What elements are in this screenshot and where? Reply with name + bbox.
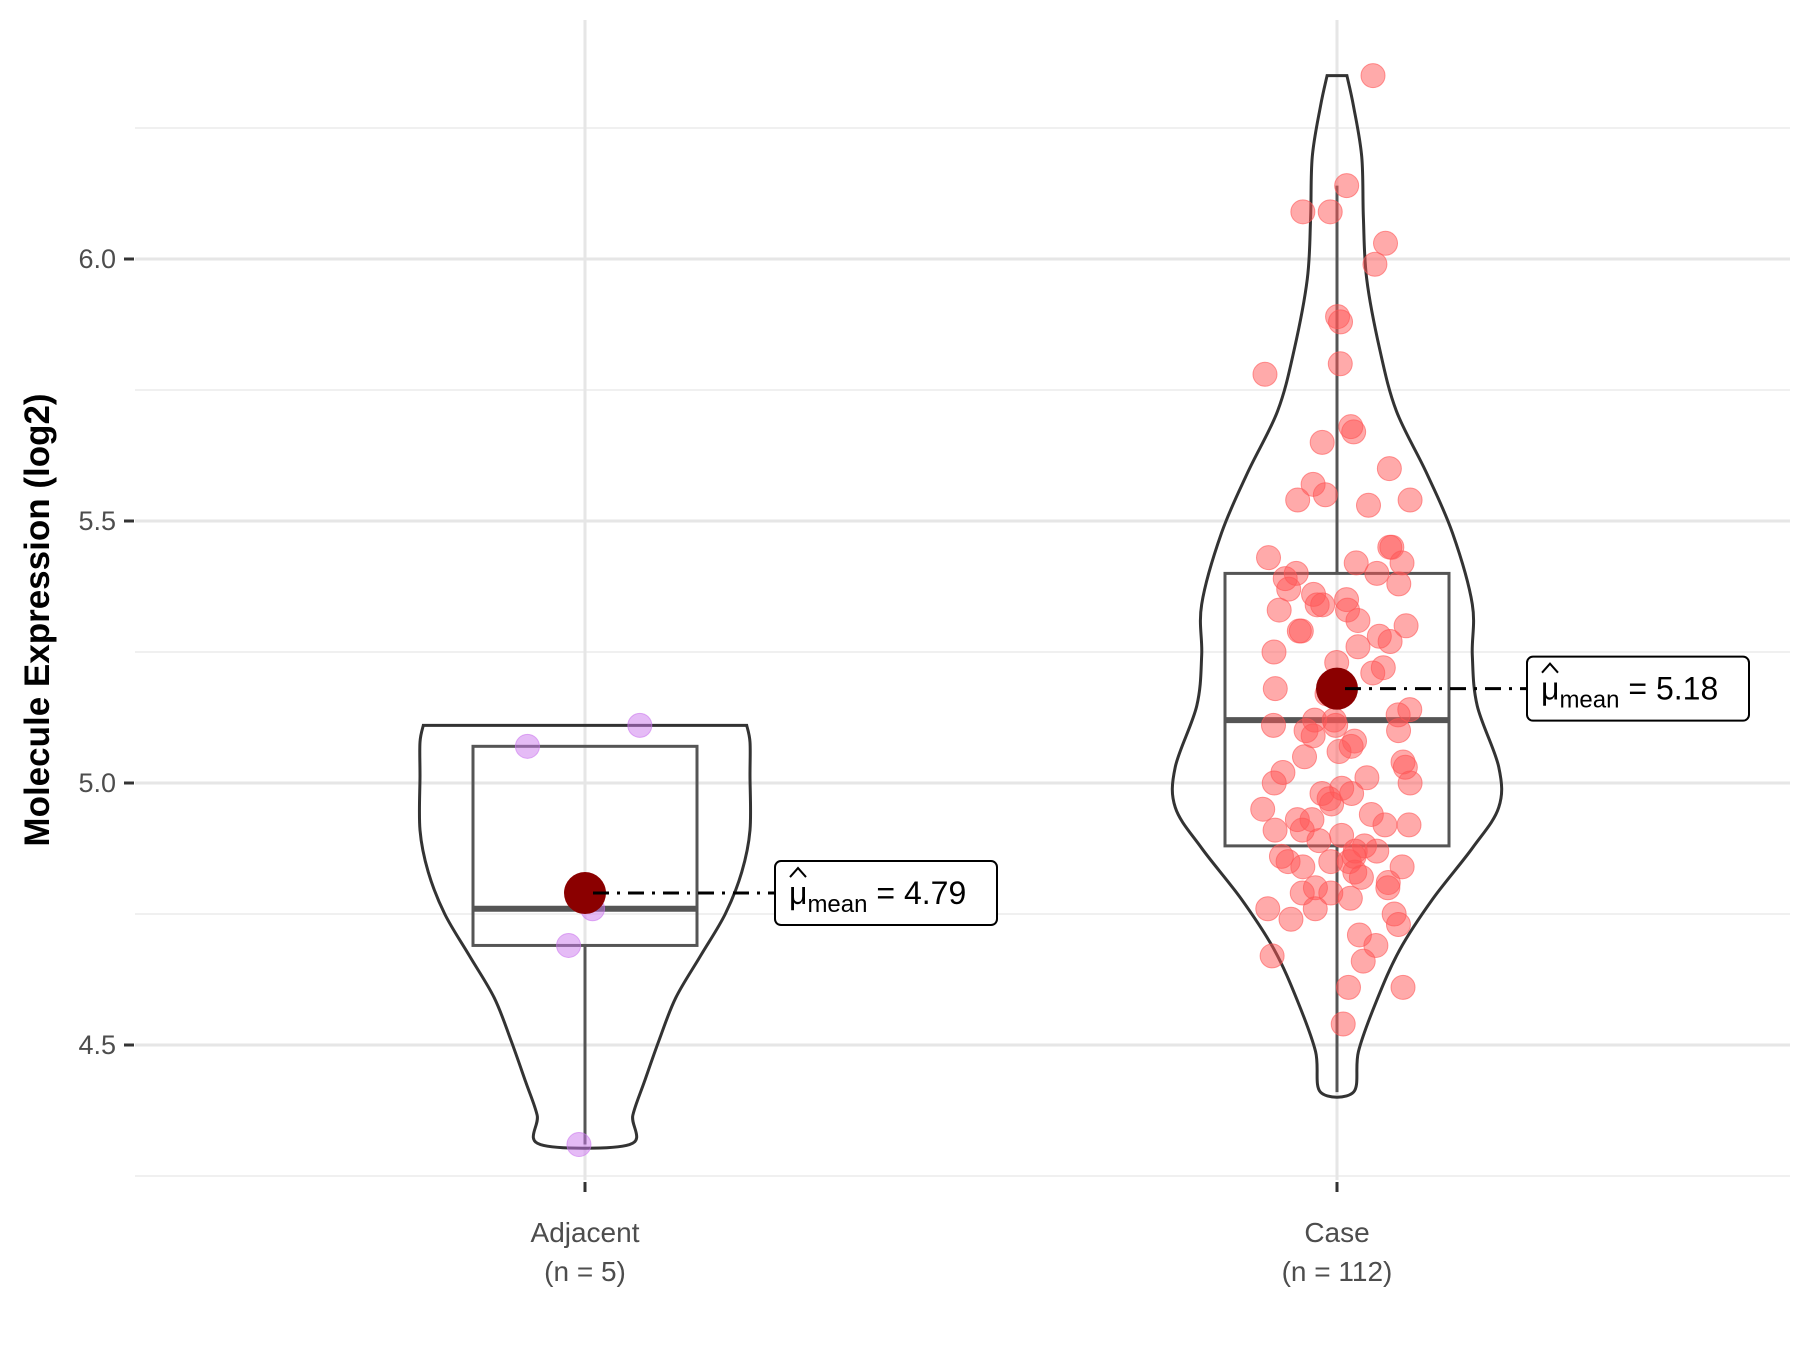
data-point xyxy=(1393,613,1419,639)
y-tick-label: 5.5 xyxy=(78,506,116,536)
violin-group-adjacent: μmean = 4.79 xyxy=(417,712,998,1158)
mean-label-box xyxy=(1526,655,1750,722)
data-point xyxy=(1345,634,1371,660)
data-point xyxy=(1377,629,1403,655)
mean-label-text: μmean = 4.79 xyxy=(789,875,966,918)
data-point xyxy=(1312,482,1338,508)
data-point xyxy=(1328,309,1354,335)
data-point xyxy=(1397,770,1423,796)
data-point xyxy=(1372,812,1398,838)
data-point xyxy=(1355,492,1381,518)
x-tick-label: Adjacent xyxy=(531,1217,640,1248)
data-point xyxy=(1262,817,1288,843)
mean-label-box xyxy=(774,860,998,927)
data-point xyxy=(566,1132,592,1158)
data-point xyxy=(1362,251,1388,277)
data-point xyxy=(1317,199,1343,225)
data-point xyxy=(1310,592,1336,618)
data-point xyxy=(1252,361,1278,387)
data-point xyxy=(1335,974,1361,1000)
data-point xyxy=(1386,718,1412,744)
x-tick-n-label: (n = 5) xyxy=(544,1256,626,1287)
y-tick-label: 4.5 xyxy=(78,1030,116,1060)
mean-label-text: μmean = 5.18 xyxy=(1541,671,1718,714)
data-point xyxy=(1262,676,1288,702)
data-point xyxy=(1255,896,1281,922)
data-point xyxy=(1396,812,1422,838)
data-point xyxy=(1319,791,1345,817)
data-point xyxy=(1334,173,1360,199)
data-point xyxy=(556,932,582,958)
data-point xyxy=(1276,576,1302,602)
data-point xyxy=(1266,597,1292,623)
data-point xyxy=(1341,419,1367,445)
data-point xyxy=(1290,854,1316,880)
data-point xyxy=(1345,608,1371,634)
mean-point xyxy=(1316,667,1358,710)
data-point xyxy=(1385,911,1411,937)
data-point xyxy=(1309,429,1335,455)
data-point xyxy=(1323,712,1349,738)
mean-hat xyxy=(1541,662,1559,674)
box-iqr xyxy=(471,744,699,947)
data-point xyxy=(1327,351,1353,377)
violin-outline xyxy=(1170,74,1504,1099)
data-point xyxy=(1250,796,1276,822)
data-point xyxy=(1390,974,1416,1000)
data-point xyxy=(1360,63,1386,89)
x-tick-label: Case xyxy=(1304,1217,1369,1248)
x-tick-n-label: (n = 112) xyxy=(1282,1256,1393,1287)
data-point xyxy=(1354,765,1380,791)
data-point xyxy=(1348,864,1374,890)
data-point xyxy=(1302,896,1328,922)
data-point xyxy=(1300,723,1326,749)
data-point xyxy=(1306,828,1332,854)
data-point xyxy=(1397,487,1423,513)
data-point xyxy=(1375,875,1401,901)
data-point xyxy=(1386,571,1412,597)
data-point xyxy=(1337,885,1363,911)
data-point xyxy=(1261,770,1287,796)
y-axis-title-text: Molecule Expression (log2) xyxy=(18,393,57,847)
violin-group-case: μmean = 5.18 xyxy=(1170,63,1750,1099)
mean-symbol: μ xyxy=(1541,671,1559,707)
data-point xyxy=(627,712,653,738)
data-point xyxy=(1389,550,1415,576)
data-point xyxy=(1364,560,1390,586)
data-point xyxy=(1360,660,1386,686)
data-point xyxy=(1350,948,1376,974)
data-point xyxy=(1326,739,1352,765)
mean-value: = 5.18 xyxy=(1619,671,1718,707)
data-point xyxy=(1260,712,1286,738)
data-point xyxy=(1292,744,1318,770)
y-tick-label: 6.0 xyxy=(78,244,116,274)
mean-subscript: mean xyxy=(1559,687,1619,714)
data-point xyxy=(514,733,540,759)
data-point xyxy=(1373,230,1399,256)
data-point xyxy=(1290,199,1316,225)
data-point xyxy=(1261,639,1287,665)
mean-hat xyxy=(789,866,807,878)
data-point xyxy=(1256,545,1282,571)
y-tick-label: 5.0 xyxy=(78,768,116,798)
data-point xyxy=(1343,550,1369,576)
data-point xyxy=(1376,456,1402,482)
data-point xyxy=(1330,1011,1356,1037)
data-point xyxy=(1259,943,1285,969)
mean-subscript: mean xyxy=(807,891,867,918)
data-point xyxy=(1285,487,1311,513)
data-point xyxy=(1288,618,1314,644)
mean-point xyxy=(564,872,606,915)
data-point xyxy=(1389,854,1415,880)
mean-value: = 4.79 xyxy=(867,875,966,911)
data-point xyxy=(1278,906,1304,932)
data-point xyxy=(1364,838,1390,864)
mean-symbol: μ xyxy=(789,875,807,911)
